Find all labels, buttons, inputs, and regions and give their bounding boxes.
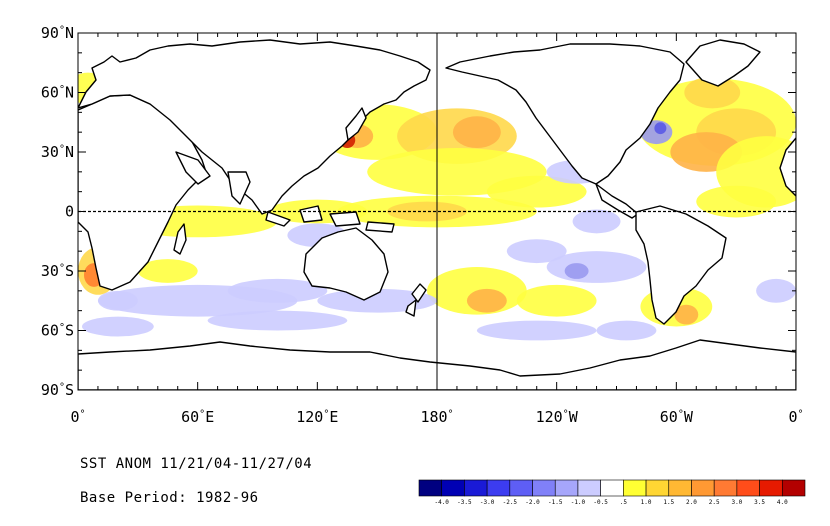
- colorbar-swatch: [668, 479, 692, 497]
- colorbar-swatch: [418, 479, 443, 497]
- colorbar-swatch: [532, 479, 556, 497]
- anomaly-patch: [81, 316, 154, 337]
- colorbar-swatch: [623, 479, 647, 497]
- anomaly-patch: [516, 284, 597, 317]
- colorbar-tick-label: 1.0: [641, 499, 652, 506]
- anomaly-patch: [97, 290, 138, 311]
- colorbar-swatch: [691, 479, 715, 497]
- indonesia-3: [329, 211, 361, 227]
- lat-label: 0: [65, 203, 74, 221]
- colorbar-swatch: [577, 479, 601, 497]
- anomaly-patch: [227, 278, 328, 303]
- anomaly-patch: [137, 259, 198, 283]
- eurasia: [78, 39, 431, 215]
- lon-label: 60°W: [660, 408, 694, 426]
- colorbar-tick-label: -3.0: [480, 499, 495, 506]
- lon-label: 0°: [788, 408, 803, 426]
- colorbar-tick-label: 3.5: [754, 499, 765, 506]
- continents: [78, 39, 796, 390]
- colorbar-tick-label: 2.5: [709, 499, 720, 506]
- colorbar-tick-label: -3.5: [457, 499, 472, 506]
- anomaly-patch: [476, 320, 597, 341]
- colorbar-tick-label: -2.5: [503, 499, 518, 506]
- anomaly-patch: [684, 76, 741, 109]
- colorbar-tick-label: -0.5: [593, 499, 608, 506]
- anomaly-patch: [674, 304, 699, 325]
- central-america: [595, 183, 639, 219]
- anomaly-patch: [596, 320, 657, 341]
- colorbar-tick-label: -1.5: [548, 499, 563, 506]
- madagascar: [173, 223, 187, 255]
- anomaly-patch: [207, 310, 348, 331]
- lat-label: 30°S: [41, 262, 74, 280]
- indonesia-1: [265, 211, 291, 227]
- lon-label: 120°W: [536, 408, 579, 426]
- anomaly-patch: [452, 116, 501, 149]
- colorbar-tick-label: -1.0: [571, 499, 586, 506]
- colorbar-swatch: [645, 479, 670, 497]
- lon-label: 120°E: [296, 408, 338, 426]
- anomaly-patch: [466, 288, 507, 313]
- anomaly-patch: [654, 122, 667, 135]
- lat-label: 60°N: [41, 84, 74, 102]
- colorbar-tick-label: 1.5: [663, 499, 674, 506]
- colorbar-swatch: [600, 479, 624, 497]
- colorbar-swatch: [441, 479, 465, 497]
- new-zealand-2: [405, 299, 417, 317]
- indonesia-2: [299, 205, 323, 223]
- colorbar-swatch: [464, 479, 488, 497]
- lon-label: 60°E: [181, 408, 214, 426]
- anomaly-patch: [564, 263, 589, 279]
- indonesia-4: [365, 221, 395, 233]
- anomaly-patch: [696, 185, 777, 218]
- lat-label: 30°N: [41, 143, 74, 161]
- lon-label: 0°: [70, 408, 85, 426]
- anomaly-patch: [486, 175, 587, 208]
- lat-label: 90°S: [41, 381, 74, 399]
- colorbar-swatch: [759, 479, 783, 497]
- north-america: [445, 43, 685, 185]
- colorbar-swatch: [554, 479, 579, 497]
- colorbar-swatch: [736, 479, 760, 497]
- axis-labels: 90°N 60°N 30°N 0 30°S 60°S 90°S 0° 60°E 120°E 180°…: [41, 24, 804, 426]
- greenland: [685, 39, 761, 87]
- anomaly-patch: [756, 278, 796, 303]
- arabia: [175, 151, 211, 185]
- colorbar-swatch: [713, 479, 738, 497]
- base-period-label: Base Period: 1982-96: [80, 490, 259, 506]
- australia: [303, 227, 389, 301]
- map-frame: [77, 32, 797, 391]
- colorbar-swatch: [781, 479, 806, 497]
- colorbar-tick-label: -4.0: [434, 499, 449, 506]
- color-scale: -4.0 -3.5 -3.0 -2.5 -2.0 -1.5 -1.0 -0.5 .5 1.0 1.5…: [418, 479, 806, 506]
- lat-label: 60°S: [41, 322, 74, 340]
- colorbar-tick-label: 3.0: [731, 499, 742, 506]
- colorbar-tick-label: 4.0: [777, 499, 788, 506]
- india: [227, 171, 251, 205]
- lat-label: 90°N: [41, 24, 74, 42]
- colorbar-swatch: [509, 479, 533, 497]
- colorbar-tick-label: -2.0: [525, 499, 540, 506]
- south-america: [635, 205, 727, 325]
- japan: [345, 107, 367, 141]
- colorbar-tick-label: 2.0: [686, 499, 697, 506]
- anomaly-patch: [572, 209, 621, 234]
- lon-label: 180°: [420, 408, 453, 426]
- map-title: SST ANOM 11/21/04-11/27/04: [80, 456, 313, 472]
- colorbar-tick-label: .5: [620, 499, 628, 506]
- colorbar-swatch: [486, 479, 511, 497]
- anomaly-patch: [506, 239, 567, 264]
- anomaly-patch: [387, 201, 467, 222]
